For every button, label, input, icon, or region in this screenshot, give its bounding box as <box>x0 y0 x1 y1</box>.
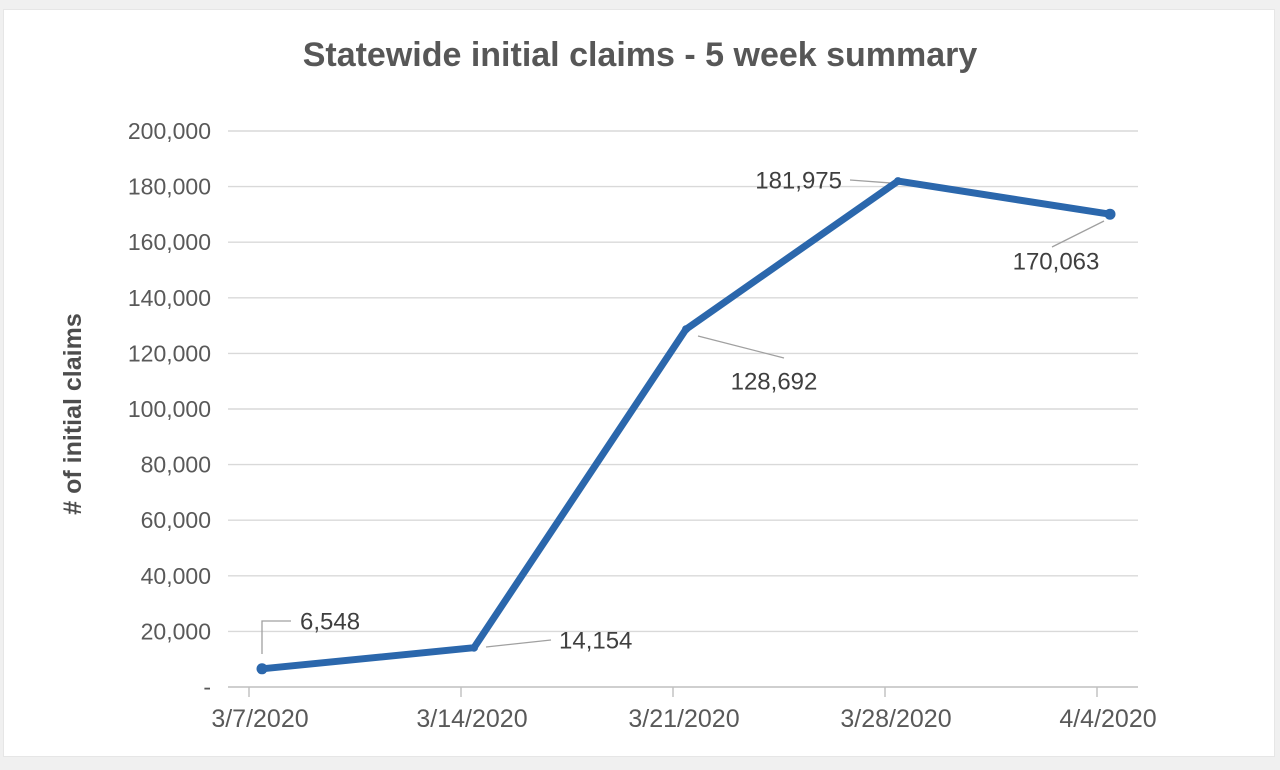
y-axis-tick-label: 200,000 <box>128 118 211 144</box>
x-axis-tick-label: 4/4/2020 <box>1059 705 1156 733</box>
data-label: 14,154 <box>559 628 632 655</box>
data-point <box>894 177 902 186</box>
chart-title: Statewide initial claims - 5 week summar… <box>302 36 978 74</box>
data-label-leader-line <box>697 335 785 359</box>
y-axis-tick-label: 80,000 <box>141 452 211 478</box>
data-point <box>1104 208 1116 220</box>
y-axis-tick-label: 100,000 <box>128 396 211 422</box>
data-label-leader-line <box>485 639 552 648</box>
x-axis-tick-label: 3/28/2020 <box>840 705 951 733</box>
data-label-leader-line <box>261 620 291 654</box>
y-axis-tick-label: 180,000 <box>128 174 211 200</box>
data-point <box>470 643 478 652</box>
data-label-leader-line <box>849 179 892 184</box>
data-point <box>256 663 268 675</box>
chart-container <box>3 9 1275 757</box>
y-axis-tick-label: 20,000 <box>141 618 211 644</box>
data-label-leader-line <box>1051 220 1105 248</box>
y-axis-tick-label: 160,000 <box>128 229 211 255</box>
x-axis-tick-label: 3/21/2020 <box>628 705 739 733</box>
x-axis-tick-label: 3/14/2020 <box>416 705 527 733</box>
data-label: 6,548 <box>300 609 360 636</box>
data-label: 181,975 <box>755 168 842 195</box>
y-axis-tick-label: 140,000 <box>128 285 211 311</box>
y-axis-tick-label: - <box>203 674 211 700</box>
series-line <box>258 177 1114 673</box>
y-axis-tick-label: 120,000 <box>128 340 211 366</box>
data-label: 170,063 <box>1013 249 1100 276</box>
y-axis-tick-label: 60,000 <box>141 507 211 533</box>
data-point <box>682 325 690 334</box>
x-axis-tick-label: 3/7/2020 <box>211 705 308 733</box>
y-axis-tick-label: 40,000 <box>141 563 211 589</box>
data-label: 128,692 <box>731 369 818 396</box>
